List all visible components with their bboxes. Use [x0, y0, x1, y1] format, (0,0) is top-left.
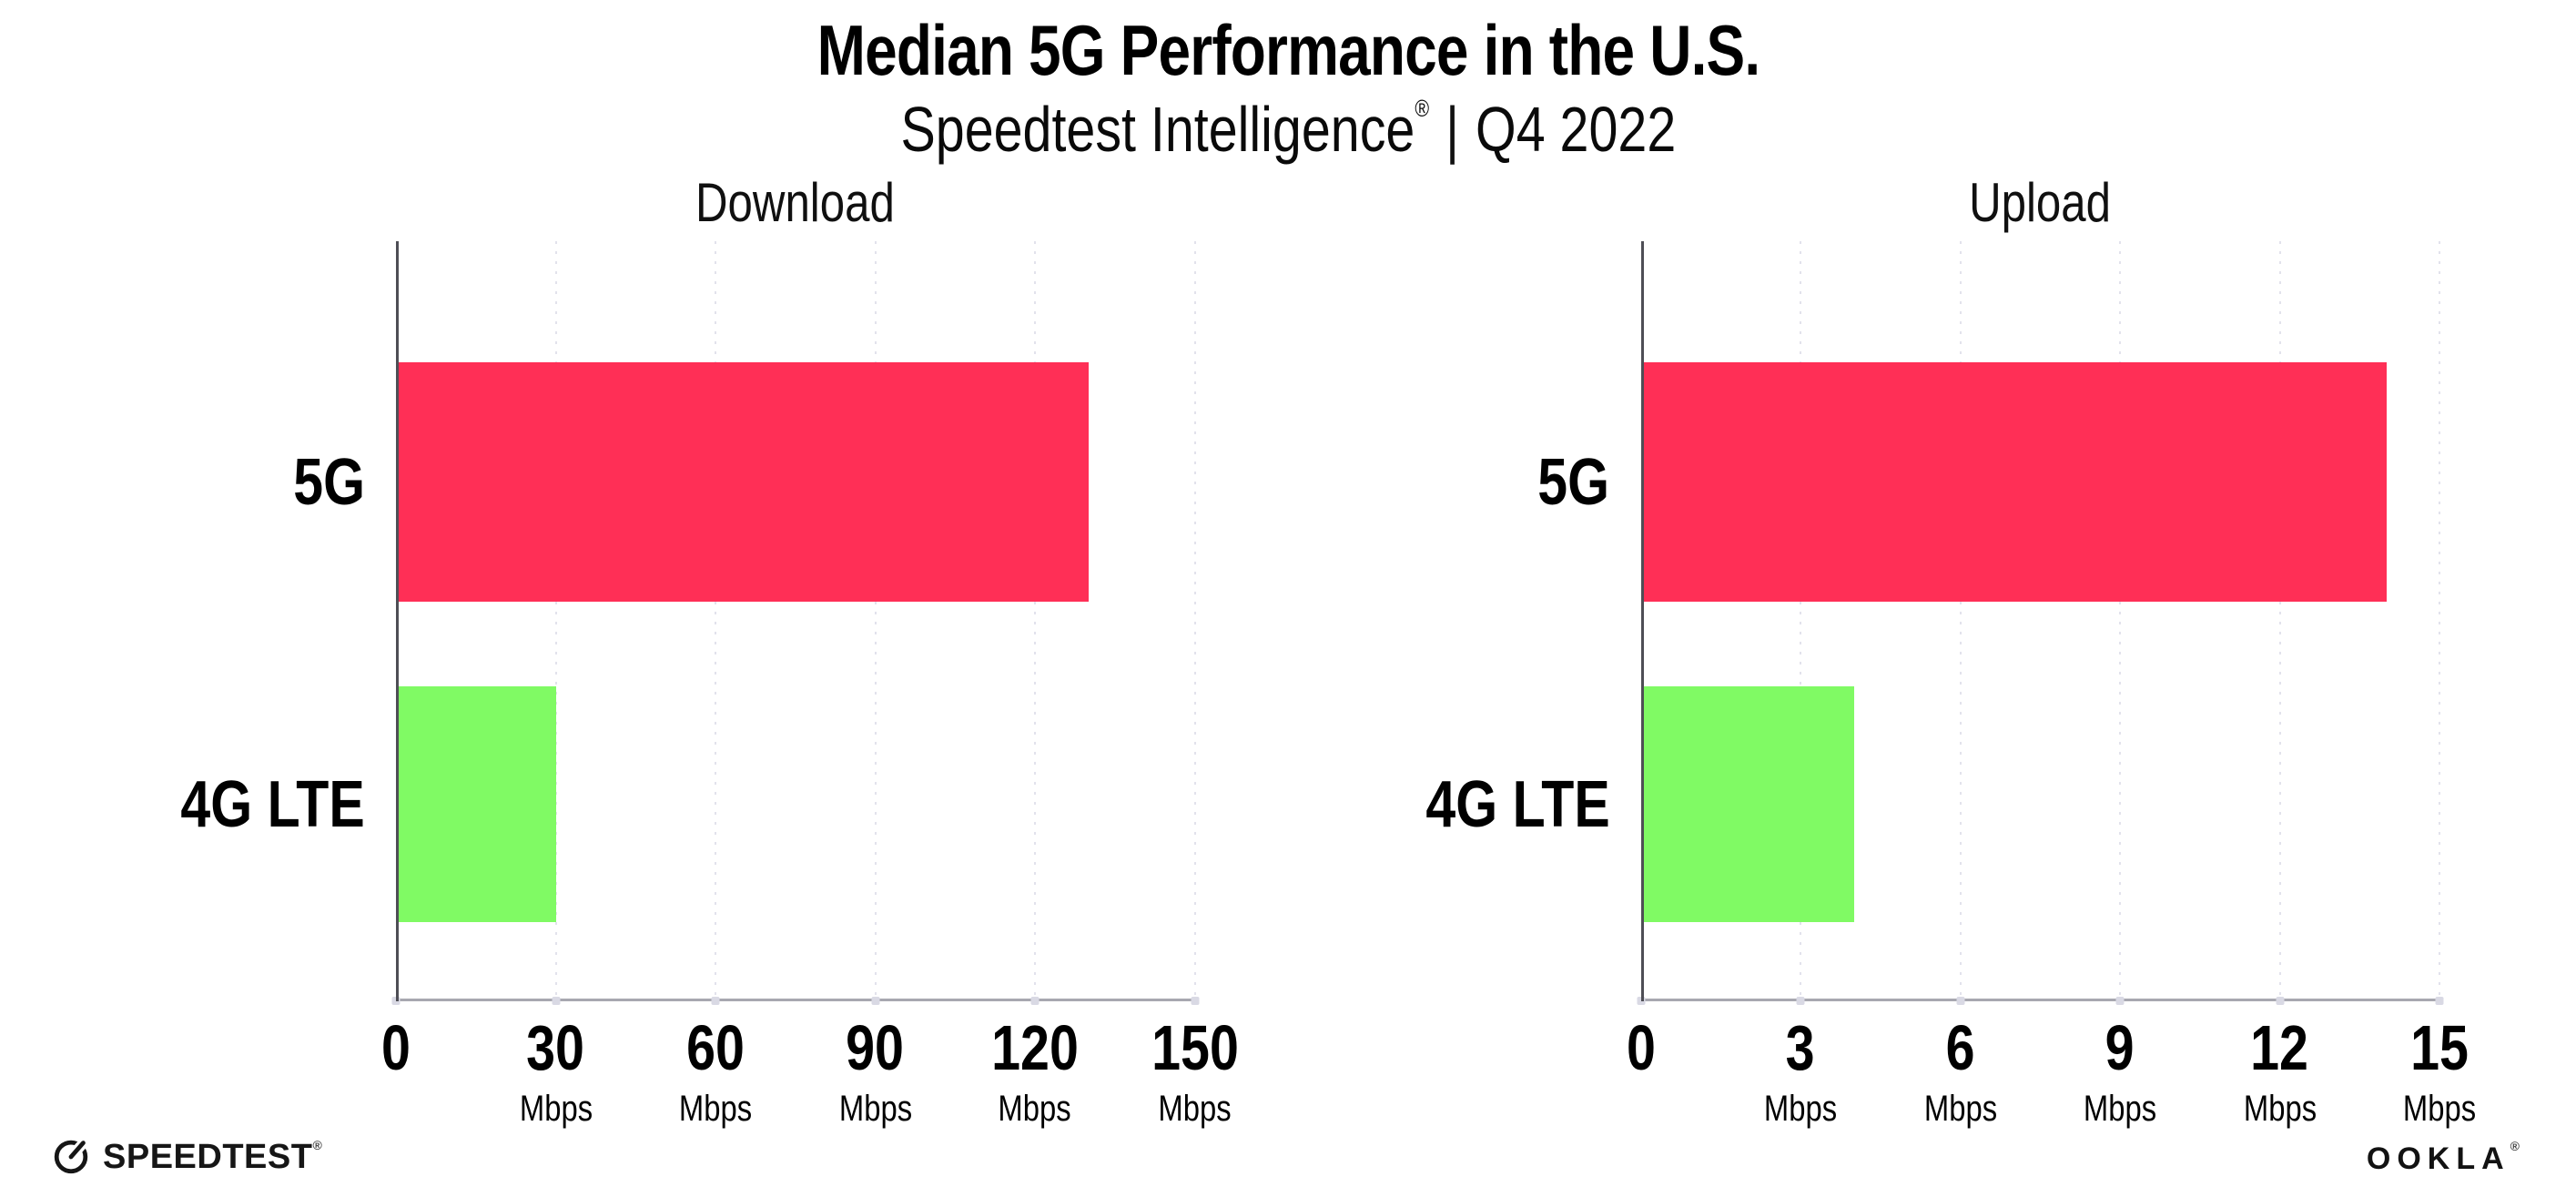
gauge-icon — [50, 1134, 92, 1181]
speedtest-logo-text: SPEEDTEST® — [103, 1138, 323, 1176]
xtick-90: 90 Mbps — [838, 1011, 912, 1129]
speedtest-logo: SPEEDTEST® — [50, 1134, 322, 1181]
ookla-logo: OOKLA® — [2367, 1139, 2526, 1177]
xtick-6: 6 Mbps — [1923, 1011, 1997, 1129]
upload-chart-title: Upload — [1969, 171, 2112, 233]
subtitle-separator: | — [1445, 93, 1459, 165]
tick-mark — [711, 996, 720, 1005]
tick-mark — [2276, 996, 2284, 1005]
spacer — [50, 1016, 396, 1143]
page-title: Median 5G Performance in the U.S. — [0, 13, 2576, 88]
subtitle-brand: Speedtest Intelligence — [900, 93, 1415, 165]
gridline — [1193, 240, 1196, 1001]
xtick-12: 12 Mbps — [2243, 1011, 2317, 1129]
upload-plot-area — [1637, 240, 2444, 1005]
upload-chart: Upload 5G 4G LTE — [1295, 171, 2477, 1143]
tick-mark — [1956, 996, 1964, 1005]
registered-mark: ® — [312, 1138, 323, 1152]
spacer — [1295, 1016, 1641, 1143]
ylabel-5g: 5G — [1537, 445, 1610, 519]
tick-mark — [2115, 996, 2125, 1005]
download-chart: Download 5G 4G LTE — [50, 171, 1239, 1143]
xtick-120: 120 Mbps — [991, 1011, 1079, 1129]
tick-mark — [1191, 996, 1199, 1005]
xtick-15: 15 Mbps — [2402, 1011, 2477, 1129]
xtick-3: 3 Mbps — [1763, 1011, 1838, 1129]
upload-xaxis: 0 3 Mbps 6 Mbps 9 Mbps 12 — [1627, 1011, 2477, 1143]
download-plot-row: 5G 4G LTE — [50, 240, 1199, 1005]
page-subtitle: Speedtest Intelligence® | Q4 2022 — [0, 96, 2576, 163]
xtick-60: 60 Mbps — [678, 1011, 753, 1129]
bar-4g-lte-upload — [1640, 686, 1854, 922]
download-chart-title-row: Download — [50, 171, 1195, 233]
tick-mark — [2435, 996, 2444, 1005]
gridline — [874, 240, 877, 1001]
gridline — [1959, 240, 1962, 1001]
gridline — [2119, 240, 2121, 1001]
xtick-0: 0 — [381, 1011, 411, 1083]
xtick-30: 30 Mbps — [519, 1011, 593, 1129]
download-xaxis-row: 0 30 Mbps 60 Mbps 90 Mbps 12 — [50, 1011, 1238, 1143]
ookla-logo-text: OOKLA® — [2366, 1138, 2526, 1176]
download-plot-area — [391, 240, 1199, 1005]
bar-5g-download — [396, 362, 1089, 603]
download-chart-title: Download — [695, 171, 896, 233]
charts-row: Download 5G 4G LTE — [0, 171, 2576, 1143]
spacer — [1295, 176, 1641, 230]
subtitle-period: Q4 2022 — [1475, 93, 1676, 165]
x-axis-line — [1640, 998, 2439, 1001]
x-axis-line — [396, 998, 1195, 1001]
ylabel-4g-lte: 4G LTE — [180, 767, 365, 841]
spacer — [50, 176, 396, 230]
xtick-0: 0 — [1626, 1011, 1656, 1083]
gridline — [2439, 240, 2440, 1001]
ylabel-5g: 5G — [293, 445, 365, 519]
footer: SPEEDTEST® OOKLA® — [0, 1134, 2576, 1181]
tick-mark — [1796, 996, 1805, 1005]
registered-mark: ® — [2510, 1138, 2526, 1153]
page-title-text: Median 5G Performance in the U.S. — [816, 10, 1760, 90]
tick-mark — [552, 996, 560, 1005]
tick-mark — [1030, 996, 1040, 1005]
page-subtitle-text: Speedtest Intelligence® | Q4 2022 — [900, 96, 1676, 163]
registered-mark: ® — [1414, 94, 1429, 122]
bar-4g-lte-download — [396, 686, 556, 922]
gridline — [1034, 240, 1036, 1001]
gridline — [2278, 240, 2281, 1001]
ylabel-4g-lte: 4G LTE — [1425, 767, 1610, 841]
xtick-150: 150 Mbps — [1151, 1011, 1239, 1129]
download-ylabels: 5G 4G LTE — [50, 241, 396, 1001]
y-axis-line — [1640, 240, 1644, 1001]
header: Median 5G Performance in the U.S. Speedt… — [0, 0, 2576, 163]
y-axis-line — [396, 240, 399, 1001]
upload-ylabels: 5G 4G LTE — [1295, 241, 1641, 1001]
tick-mark — [871, 996, 879, 1005]
upload-chart-title-row: Upload — [1295, 171, 2440, 233]
gridline — [1800, 240, 1801, 1001]
gridline — [715, 240, 716, 1001]
xtick-9: 9 Mbps — [2083, 1011, 2157, 1129]
upload-xaxis-row: 0 3 Mbps 6 Mbps 9 Mbps 12 — [1295, 1011, 2477, 1143]
bar-5g-upload — [1640, 362, 2387, 603]
download-xaxis: 0 30 Mbps 60 Mbps 90 Mbps 12 — [381, 1011, 1238, 1143]
gridline — [554, 240, 557, 1001]
upload-plot-row: 5G 4G LTE — [1295, 240, 2444, 1005]
